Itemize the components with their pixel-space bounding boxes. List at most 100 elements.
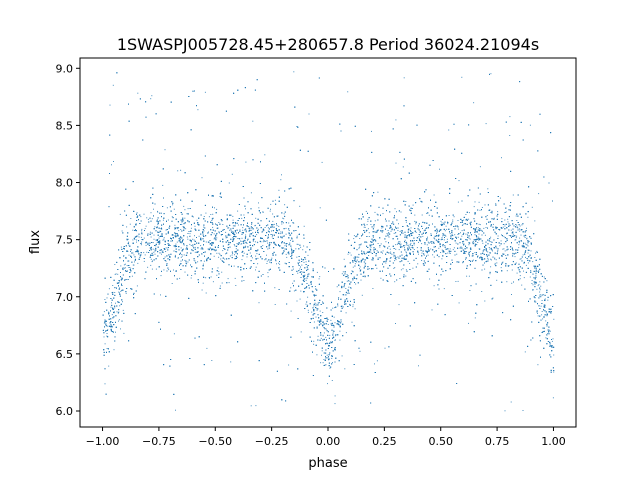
data-point [458, 302, 460, 304]
data-point [414, 240, 416, 241]
data-point [352, 279, 354, 281]
data-point [314, 313, 316, 315]
data-point [402, 232, 404, 234]
data-point [487, 257, 489, 259]
data-point [232, 237, 234, 238]
data-point [160, 231, 162, 233]
data-point [341, 285, 343, 287]
data-point [168, 269, 170, 271]
data-point [141, 241, 143, 243]
data-point [404, 247, 405, 249]
data-point [258, 232, 259, 234]
data-point [136, 212, 138, 214]
data-point [218, 271, 220, 273]
data-point [385, 262, 387, 264]
data-point [356, 259, 358, 261]
data-point [516, 220, 518, 221]
data-point [395, 248, 397, 250]
data-point [334, 322, 336, 324]
data-point [501, 157, 502, 159]
data-point [368, 232, 370, 234]
data-point [453, 247, 455, 249]
data-point [103, 336, 105, 338]
data-point [346, 280, 348, 282]
data-point [213, 255, 215, 257]
data-point [334, 395, 336, 397]
data-point [327, 319, 329, 320]
data-point [330, 323, 332, 325]
data-point [221, 260, 223, 262]
data-point [317, 320, 319, 322]
data-point [112, 285, 114, 286]
data-point [460, 246, 462, 248]
data-point [220, 192, 222, 194]
data-point [166, 207, 168, 209]
data-point [119, 287, 121, 289]
data-point [495, 203, 497, 205]
data-point [519, 275, 521, 277]
data-point [473, 242, 475, 244]
data-point [518, 242, 520, 244]
data-point [418, 241, 419, 243]
data-point [477, 236, 479, 238]
data-point [405, 269, 407, 271]
data-point [527, 262, 529, 264]
data-point [501, 218, 503, 220]
data-point [530, 270, 532, 271]
data-point [162, 239, 164, 241]
data-point [477, 242, 479, 243]
data-point [156, 219, 158, 221]
data-point [534, 267, 535, 269]
data-point [272, 220, 274, 222]
data-point [151, 261, 153, 263]
data-point [237, 210, 239, 212]
data-point [285, 227, 287, 229]
data-point [232, 215, 234, 217]
data-point [187, 238, 189, 240]
data-point [105, 330, 107, 332]
data-point [325, 336, 327, 338]
data-point [123, 255, 125, 257]
data-point [302, 249, 304, 251]
data-point [368, 268, 370, 270]
data-point [522, 254, 524, 256]
data-point [394, 267, 396, 269]
data-point [321, 354, 322, 356]
data-point [149, 231, 151, 233]
data-point [534, 301, 536, 303]
data-point [313, 340, 315, 342]
data-point [384, 260, 386, 262]
data-point [123, 255, 125, 257]
data-point [355, 257, 356, 259]
data-point [137, 92, 139, 94]
data-point [552, 397, 554, 399]
data-point [207, 248, 209, 250]
data-point [127, 238, 129, 240]
data-point [484, 204, 486, 206]
data-point [266, 260, 268, 262]
data-point [245, 231, 247, 233]
data-point [382, 250, 384, 252]
data-point [494, 258, 496, 260]
data-point [171, 283, 173, 284]
data-point [525, 264, 527, 266]
data-point [154, 249, 156, 251]
data-point [346, 274, 348, 276]
data-point [454, 234, 456, 236]
data-point [422, 235, 424, 237]
data-point [395, 162, 397, 164]
data-point [313, 343, 315, 345]
data-point [396, 211, 397, 213]
data-point [515, 215, 517, 217]
data-point [256, 234, 258, 236]
data-point [229, 229, 231, 231]
data-point [527, 245, 529, 247]
data-point [132, 239, 134, 241]
data-point [503, 248, 505, 250]
data-point [106, 333, 108, 334]
data-point [187, 261, 189, 263]
data-point [367, 220, 369, 222]
data-point [235, 252, 237, 254]
data-point [299, 268, 301, 270]
data-point [122, 301, 123, 303]
